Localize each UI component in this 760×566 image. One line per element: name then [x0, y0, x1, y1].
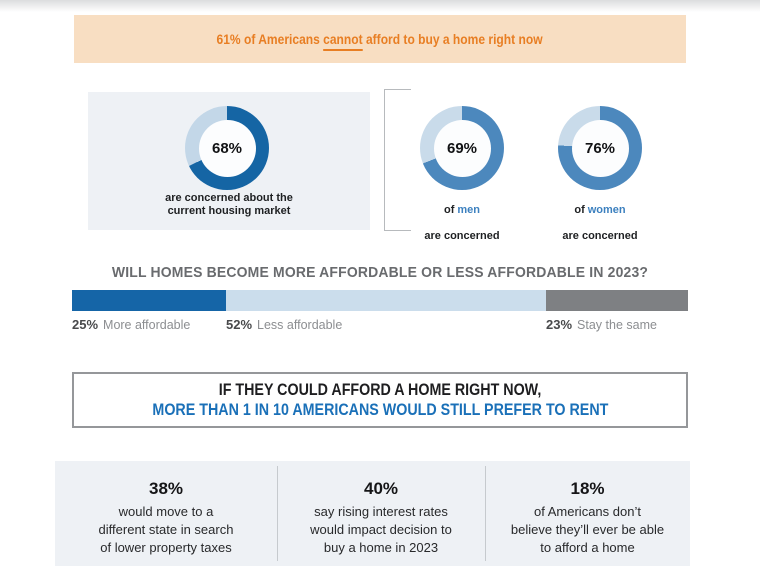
stat-interest-rates-text: say rising interest rates would impact d…	[310, 504, 452, 555]
stat-never-afford-pct: 18%	[570, 479, 605, 498]
women-percent-value: 76%	[584, 139, 616, 157]
women-caption-word: women	[587, 204, 626, 216]
donut-chart-overall: 68%	[185, 106, 269, 190]
headline-underlined-word: cannot	[323, 31, 364, 51]
stat-never-afford: 18% of Americans don’t believe they’ll e…	[485, 461, 690, 566]
men-caption-line1: of men	[390, 204, 534, 217]
rent-preference-callout: IF THEY COULD AFFORD A HOME RIGHT NOW, M…	[72, 372, 688, 428]
label-less-affordable-name: Less affordable	[257, 318, 343, 332]
affordability-bar-labels: 25% More affordable 52% Less affordable 23…	[72, 317, 688, 335]
women-caption-line1: of women	[528, 204, 672, 217]
men-caption-of: of	[443, 204, 455, 216]
donut-hole-overall: 68%	[198, 119, 256, 177]
stat-move-states: 38% would move to a different state in s…	[55, 461, 277, 566]
callout-line1: IF THEY COULD AFFORD A HOME RIGHT NOW,	[218, 380, 542, 399]
stat-never-afford-text: of Americans don’t believe they’ll ever …	[510, 504, 665, 555]
men-caption-word: men	[457, 204, 480, 216]
overall-caption: are concerned about the current housing …	[165, 192, 293, 217]
stat-interest-rates: 40% say rising interest rates would impa…	[277, 461, 485, 566]
donut-chart-women: 76%	[558, 106, 642, 190]
men-caption: of men are concerned	[390, 191, 534, 256]
stat-interest-rates-pct: 40%	[363, 479, 399, 498]
stats-divider-1	[277, 466, 278, 561]
overall-percent-value: 68%	[211, 139, 243, 157]
callout-line2: MORE THAN 1 IN 10 AMERICANS WOULD STILL …	[152, 400, 608, 419]
bar-segment-less-affordable	[226, 290, 547, 311]
donut-chart-men: 69%	[420, 106, 504, 190]
women-caption-of: of	[574, 204, 585, 216]
label-stay-same-name: Stay the same	[577, 318, 657, 332]
donut-hole-women: 76%	[571, 119, 629, 177]
affordability-question-heading: WILL HOMES BECOME MORE AFFORDABLE OR LES…	[111, 264, 649, 281]
headline-banner: 61% of Americans cannot afford to buy a …	[74, 15, 686, 63]
stat-move-states-pct: 38%	[148, 479, 184, 498]
label-stay-same-pct: 23%	[546, 317, 573, 332]
label-stay-same: 23% Stay the same	[546, 317, 657, 332]
bracket-divider	[384, 89, 411, 231]
label-more-affordable-name: More affordable	[103, 318, 191, 332]
women-caption-line2: are concerned	[562, 230, 638, 242]
label-more-affordable: 25% More affordable	[72, 317, 190, 332]
label-less-affordable-pct: 52%	[226, 317, 253, 332]
headline-text: 61% of Americans cannot afford to buy a …	[216, 31, 544, 51]
women-caption: of women are concerned	[528, 191, 672, 256]
affordability-stacked-bar	[72, 290, 688, 311]
bar-segment-stay-same	[546, 290, 688, 311]
stat-move-states-text: would move to a different state in searc…	[98, 504, 234, 555]
headline-text-after: afford to buy a home right now	[366, 31, 544, 47]
donut-hole-men: 69%	[433, 119, 491, 177]
headline-text-before: 61% of Americans	[216, 31, 321, 47]
bottom-stats-panel: 38% would move to a different state in s…	[55, 461, 690, 566]
men-caption-line2: are concerned	[424, 230, 500, 242]
label-less-affordable: 52% Less affordable	[226, 317, 342, 332]
label-more-affordable-pct: 25%	[72, 317, 99, 332]
stats-divider-2	[485, 466, 486, 561]
bar-segment-more-affordable	[72, 290, 226, 311]
page-top-shadow	[0, 0, 760, 12]
men-percent-value: 69%	[446, 139, 478, 157]
